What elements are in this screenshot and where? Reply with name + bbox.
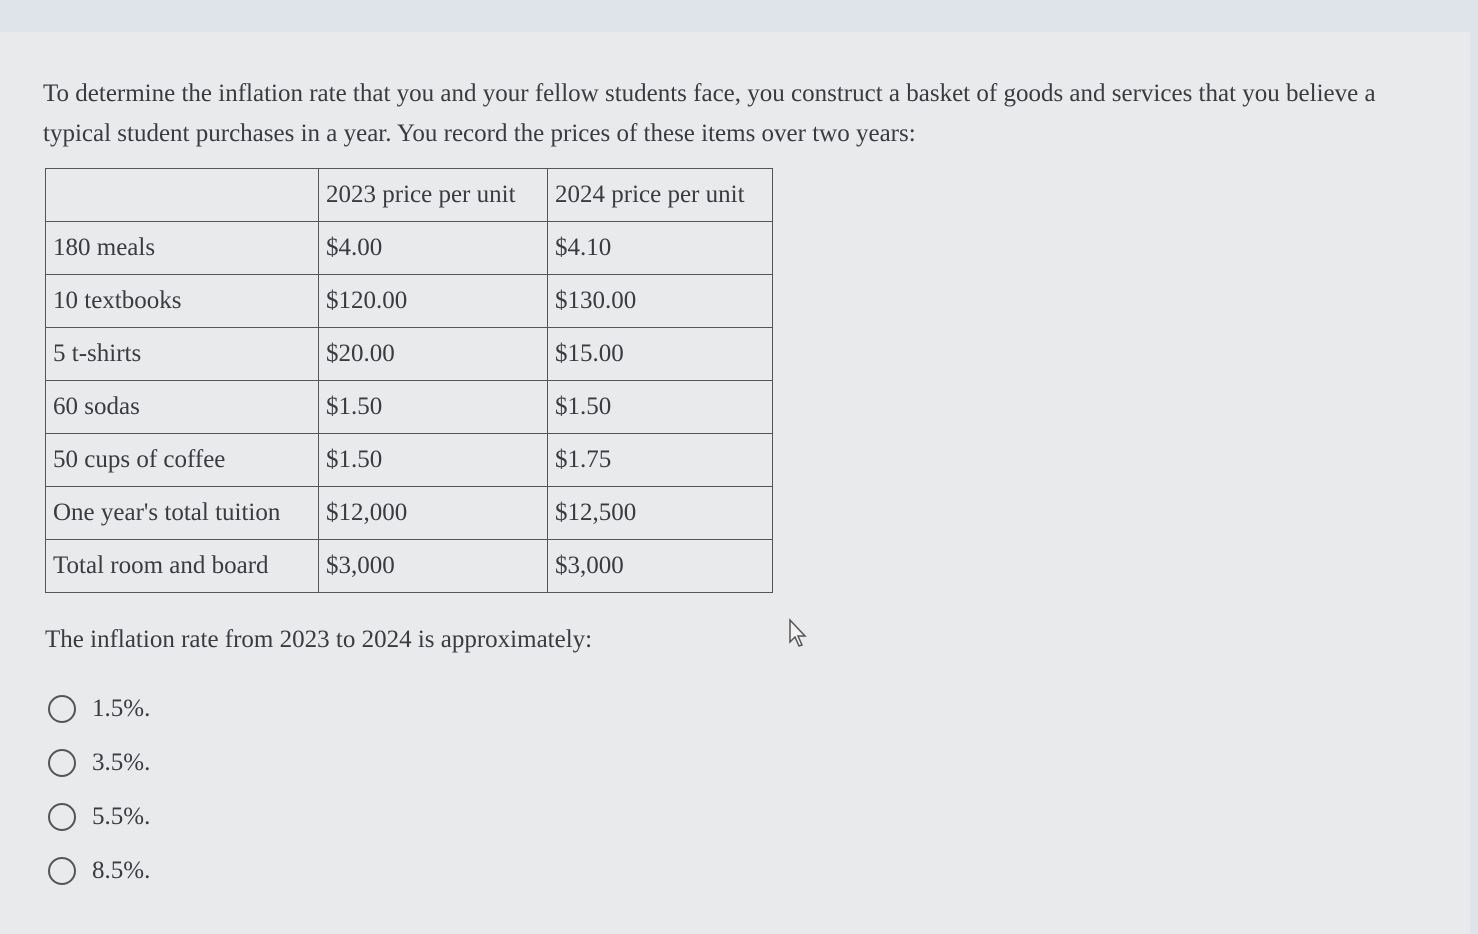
option-label: 3.5%. — [92, 749, 151, 776]
table-cell: $4.10 — [547, 221, 773, 275]
table-cell: Total room and board — [45, 539, 319, 593]
radio-unchecked-icon[interactable] — [48, 749, 76, 777]
option-label: 5.5%. — [92, 803, 151, 830]
column-header — [45, 168, 319, 222]
answer-option[interactable]: 8.5%. — [48, 844, 150, 898]
table-cell: 5 t-shirts — [45, 327, 319, 381]
question-text: To determine the inflation rate that you… — [43, 80, 1376, 147]
table-cell: $1.75 — [547, 433, 773, 487]
answer-options: 1.5%. 3.5%. 5.5%. 8.5%. — [48, 682, 150, 898]
answer-option[interactable]: 5.5%. — [48, 790, 150, 844]
table-cell: $15.00 — [547, 327, 773, 381]
table-cell: 10 textbooks — [45, 274, 319, 328]
table-cell: $12,500 — [547, 486, 773, 540]
column-header: 2024 price per unit — [547, 168, 773, 222]
table-cell: $130.00 — [547, 274, 773, 328]
table-row: 50 cups of coffee $1.50 $1.75 — [45, 433, 773, 487]
table-cell: $3,000 — [547, 539, 773, 593]
table-cell: $1.50 — [547, 380, 773, 434]
mouse-pointer-icon — [789, 618, 807, 647]
radio-unchecked-icon[interactable] — [48, 857, 76, 885]
table-cell: 180 meals — [45, 221, 319, 275]
question-prompt: The inflation rate from 2023 to 2024 is … — [45, 626, 593, 653]
table-cell: $20.00 — [318, 327, 548, 381]
option-label: 8.5%. — [92, 857, 151, 884]
table-cell: 60 sodas — [45, 380, 319, 434]
table-row: 5 t-shirts $20.00 $15.00 — [45, 327, 773, 381]
question-page: To determine the inflation rate that you… — [0, 32, 1470, 934]
table-cell: One year's total tuition — [45, 486, 319, 540]
table-row: 180 meals $4.00 $4.10 — [45, 221, 773, 275]
table-row: Total room and board $3,000 $3,000 — [45, 539, 773, 593]
answer-option[interactable]: 1.5%. — [48, 682, 150, 736]
table-cell: $3,000 — [318, 539, 548, 593]
table-row: 60 sodas $1.50 $1.50 — [45, 380, 773, 434]
table-cell: $1.50 — [318, 433, 548, 487]
column-header: 2023 price per unit — [318, 168, 548, 222]
table-cell: $4.00 — [318, 221, 548, 275]
table-cell: 50 cups of coffee — [45, 433, 319, 487]
table-cell: $1.50 — [318, 380, 548, 434]
table-header-row: 2023 price per unit 2024 price per unit — [45, 168, 773, 222]
price-table: 2023 price per unit 2024 price per unit 18… — [45, 168, 773, 593]
table-cell: $120.00 — [318, 274, 548, 328]
table-row: One year's total tuition $12,000 $12,500 — [45, 486, 773, 540]
radio-unchecked-icon[interactable] — [48, 803, 76, 831]
table-cell: $12,000 — [318, 486, 548, 540]
answer-option[interactable]: 3.5%. — [48, 736, 150, 790]
option-label: 1.5%. — [92, 695, 151, 722]
table-row: 10 textbooks $120.00 $130.00 — [45, 274, 773, 328]
radio-unchecked-icon[interactable] — [48, 695, 76, 723]
